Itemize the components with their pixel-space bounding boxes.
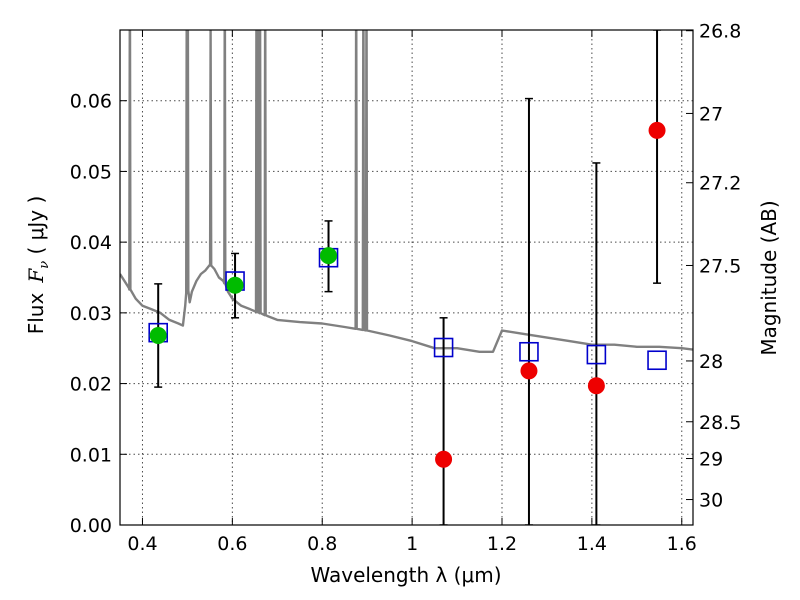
limit-point xyxy=(587,377,605,395)
plot-background xyxy=(120,30,693,525)
x-tick-label: 1.2 xyxy=(487,533,517,555)
y-tick-label: 0.01 xyxy=(70,444,112,466)
limit-point xyxy=(520,362,538,380)
x-tick-label: 1.4 xyxy=(577,533,607,555)
x-tick-label: 0.8 xyxy=(307,533,337,555)
right-tick-label: 27.2 xyxy=(699,173,741,195)
right-tick-label: 28.5 xyxy=(699,412,741,434)
detection-point xyxy=(149,326,167,344)
x-tick-label: 1.6 xyxy=(667,533,697,555)
right-tick-label: 29 xyxy=(699,449,723,471)
right-tick-label: 28 xyxy=(699,351,723,373)
y-tick-label: 0.05 xyxy=(70,161,112,183)
detection-point xyxy=(320,247,338,265)
spectrum-line xyxy=(120,30,693,353)
x-tick-label: 0.4 xyxy=(127,533,157,555)
model-spectrum xyxy=(120,30,693,353)
model-photometry-square xyxy=(586,344,607,365)
y-tick-label: 0.03 xyxy=(70,303,112,325)
x-tick-label: 0.6 xyxy=(217,533,247,555)
model-photometry-square xyxy=(433,337,454,358)
y-axis-title-left: FluxFν ( μJy ) xyxy=(24,196,52,335)
y-tick-label: 0.06 xyxy=(70,91,112,113)
x-axis-title: Wavelength λ (μm) xyxy=(310,563,501,587)
limit-point xyxy=(435,450,453,468)
model-photometry-square xyxy=(519,341,539,362)
axes: 0.4 0.6 0.8 1 1.2 1.4 1.6 0.00 0.01 0.02 0.03 0.04 0… xyxy=(70,21,742,555)
detection-point xyxy=(226,276,244,294)
right-tick-label: 26.8 xyxy=(699,21,741,43)
y-tick-label: 0.02 xyxy=(70,374,112,396)
data-markers xyxy=(148,121,667,468)
right-tick-label: 27.5 xyxy=(699,255,741,277)
x-tick-label: 1 xyxy=(406,533,418,555)
right-tick-label: 30 xyxy=(699,490,723,512)
plot-frame xyxy=(119,29,694,526)
model-photometry-square xyxy=(647,350,667,371)
limit-point xyxy=(648,121,666,139)
y-axis-title-right: Magnitude (AB) xyxy=(757,200,781,355)
right-tick-label: 27 xyxy=(699,103,723,125)
y-tick-label: 0.04 xyxy=(70,232,112,254)
y-tick-label: 0.00 xyxy=(70,515,112,537)
